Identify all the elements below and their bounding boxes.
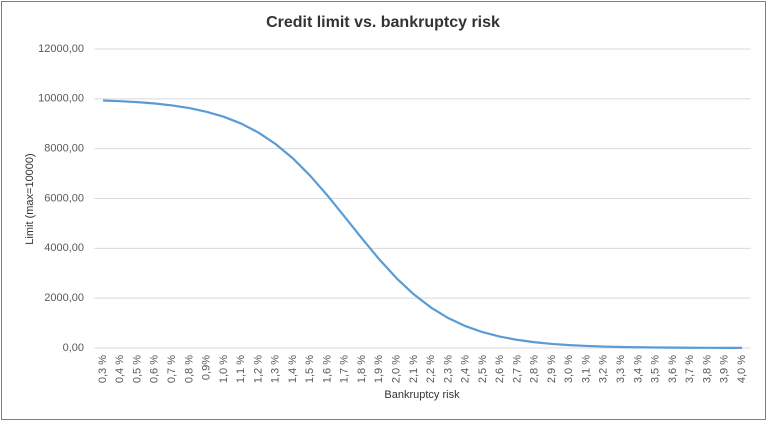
x-tick-label: 2,2 % [425,355,437,383]
x-tick-label: 2,0 % [391,355,403,383]
y-tick-label: 10000,00 [38,93,84,105]
x-tick-label: 3,9 % [719,355,731,383]
x-tick-label: 3,0 % [563,355,575,383]
chart-title: Credit limit vs. bankruptcy risk [266,14,500,31]
x-tick-label: 1,2 % [252,355,264,383]
y-tick-label: 4000,00 [44,242,84,254]
x-tick-label: 1,3 % [270,355,282,383]
x-tick-label: 3,8 % [701,355,713,383]
x-tick-label: 1,8 % [356,355,368,383]
x-tick-label: 2,7 % [511,355,523,383]
x-tick-label: 3,4 % [632,355,644,383]
x-tick-label: 0,8 % [183,355,195,383]
x-tick-label: 3,7 % [684,355,696,383]
x-tick-label: 2,3 % [442,355,454,383]
x-tick-label: 2,5 % [477,355,489,383]
x-axis-title: Bankruptcy risk [384,389,460,401]
x-tick-label: 1,7 % [339,355,351,383]
y-tick-label: 12000,00 [38,43,84,55]
y-tick-label: 6000,00 [44,192,84,204]
x-tick-label: 3,5 % [650,355,662,383]
x-tick-label: 0,3 % [97,355,109,383]
x-tick-label: 0,4 % [114,355,126,383]
x-tick-label: 2,6 % [494,355,506,383]
x-tick-label: 0,5 % [131,355,143,383]
x-tick-label: 1,1 % [235,355,247,383]
x-tick-label: 3,6 % [667,355,679,383]
x-tick-label: 3,3 % [615,355,627,383]
x-tick-label: 2,4 % [460,355,472,383]
x-tick-label: 1,9 % [373,355,385,383]
x-tick-label: 2,1 % [408,355,420,383]
x-tick-label: 1,6 % [321,355,333,383]
x-tick-label: 1,0 % [218,355,230,383]
y-axis-title: Limit (max=10000) [24,153,36,244]
x-tick-label: 4,0 % [736,355,748,383]
x-tick-label: 0,9% [201,355,213,380]
x-tick-label: 0,6 % [149,355,161,383]
x-tick-label: 2,8 % [529,355,541,383]
x-tick-label: 3,1 % [580,355,592,383]
x-tick-label: 0,7 % [166,355,178,383]
x-tick-label: 2,9 % [546,355,558,383]
y-tick-label: 8000,00 [44,143,84,155]
x-tick-label: 1,4 % [287,355,299,383]
y-tick-label: 0,00 [63,342,84,354]
data-line [102,99,742,349]
x-tick-label: 1,5 % [304,355,316,383]
x-tick-label: 3,2 % [598,355,610,383]
y-tick-label: 2000,00 [44,292,84,304]
